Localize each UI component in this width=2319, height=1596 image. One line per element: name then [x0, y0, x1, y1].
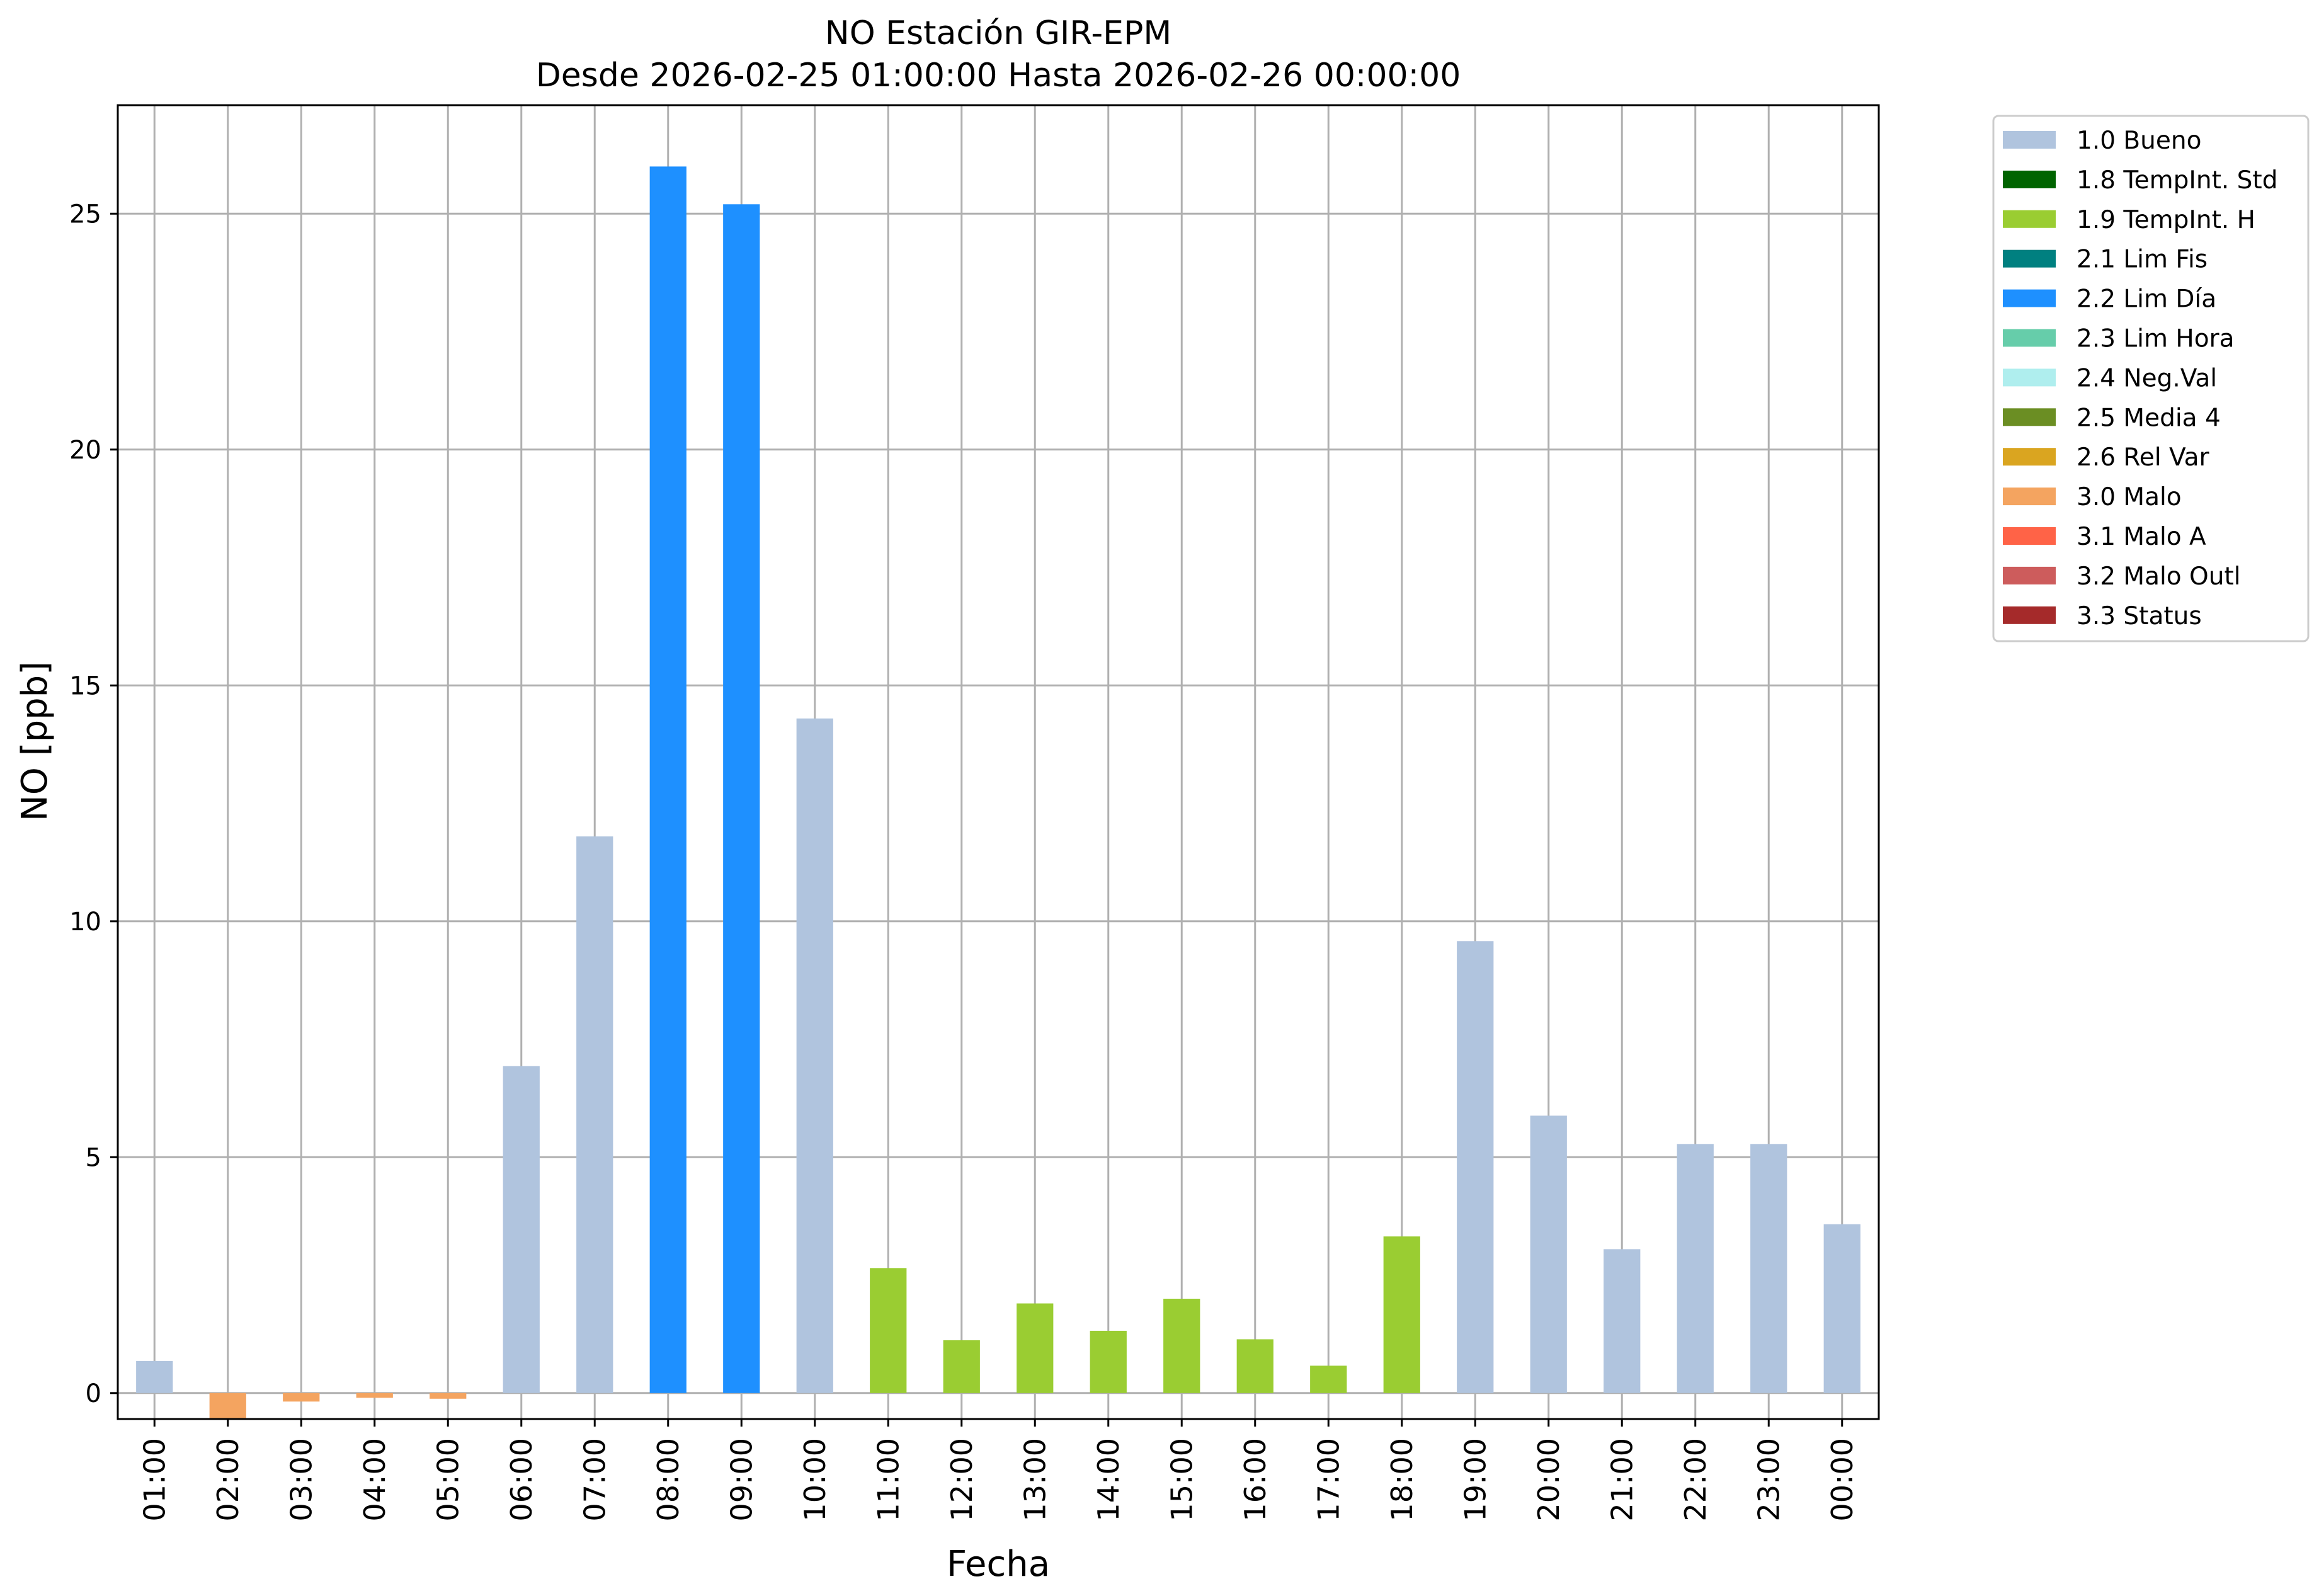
- bar: [796, 718, 833, 1393]
- legend-box: [1992, 115, 2310, 642]
- legend-swatch: [2003, 131, 2056, 149]
- y-tick-label: 25: [69, 200, 101, 229]
- bar: [649, 166, 687, 1393]
- plot-area: [117, 104, 1880, 1420]
- legend-label: 2.1 Lim Fis: [2077, 246, 2208, 274]
- bar: [576, 836, 613, 1393]
- x-tick-label: 00:00: [1825, 1438, 1859, 1522]
- x-tick-label: 02:00: [211, 1438, 245, 1522]
- x-tick-label: 21:00: [1605, 1438, 1639, 1522]
- legend-swatch: [2003, 368, 2056, 387]
- y-axis: 0 5 10 15 20 25: [69, 200, 118, 1408]
- legend-label: 1.0 Bueno: [2077, 127, 2201, 155]
- bar: [283, 1393, 320, 1402]
- legend-label: 3.3 Status: [2077, 602, 2202, 630]
- x-tick-label: 18:00: [1385, 1438, 1419, 1522]
- legend-label: 1.8 TempInt. Std: [2077, 166, 2277, 195]
- legend-label: 3.2 Malo Outl: [2077, 562, 2241, 591]
- bar: [1017, 1303, 1054, 1393]
- grid-lines: [118, 105, 1879, 1419]
- legend-swatch: [2003, 487, 2056, 506]
- legend-swatch: [2003, 408, 2056, 426]
- bar: [1163, 1299, 1200, 1393]
- x-tick-label: 22:00: [1678, 1438, 1712, 1522]
- y-tick-label: 10: [69, 908, 101, 937]
- bar: [209, 1393, 246, 1419]
- legend-label: 2.6 Rel Var: [2077, 443, 2210, 472]
- x-tick-label: 16:00: [1238, 1438, 1272, 1522]
- bar: [1530, 1115, 1567, 1393]
- chart-subtitle: Desde 2026-02-25 01:00:00 Hasta 2026-02-…: [536, 57, 1461, 94]
- x-tick-label: 20:00: [1532, 1438, 1566, 1522]
- legend: 1.0 Bueno 1.8 TempInt. Std 1.9 TempInt. H 2…: [1992, 115, 2310, 642]
- bar: [1750, 1144, 1787, 1393]
- y-tick-label: 0: [86, 1379, 101, 1408]
- legend-label: 2.3 Lim Hora: [2077, 325, 2235, 353]
- legend-swatch: [2003, 289, 2056, 307]
- x-tick-label: 23:00: [1752, 1438, 1786, 1522]
- legend-label: 2.5 Media 4: [2077, 404, 2221, 432]
- legend-label: 2.2 Lim Día: [2077, 285, 2216, 314]
- x-tick-label: 13:00: [1018, 1438, 1052, 1522]
- bar: [1604, 1249, 1641, 1393]
- y-tick-label: 5: [86, 1143, 101, 1172]
- x-tick-label: 01:00: [137, 1438, 171, 1522]
- x-tick-label: 09:00: [724, 1438, 758, 1522]
- bar: [503, 1066, 540, 1393]
- legend-swatch: [2003, 329, 2056, 347]
- legend-swatch: [2003, 170, 2056, 188]
- legend-swatch: [2003, 606, 2056, 624]
- bar: [1310, 1365, 1347, 1393]
- bar: [943, 1340, 980, 1393]
- x-tick-label: 17:00: [1311, 1438, 1345, 1522]
- x-tick-label: 11:00: [871, 1438, 905, 1522]
- bar: [1823, 1224, 1860, 1393]
- legend-swatch: [2003, 448, 2056, 466]
- bar: [870, 1268, 907, 1393]
- legend-label: 3.0 Malo: [2077, 483, 2182, 511]
- x-axis: 01:00 02:00 03:00 04:00 05:00 06:00 07:00 08:00…: [137, 1419, 1859, 1522]
- x-tick-label: 08:00: [651, 1438, 685, 1522]
- legend-label: 1.9 TempInt. H: [2077, 206, 2255, 234]
- x-tick-label: 19:00: [1458, 1438, 1492, 1522]
- x-tick-label: 12:00: [945, 1438, 979, 1522]
- x-axis-label: Fecha: [947, 1544, 1050, 1585]
- y-tick-label: 20: [69, 436, 101, 465]
- bar: [1383, 1236, 1420, 1393]
- legend-label: 3.1 Malo A: [2077, 523, 2206, 551]
- legend-swatch: [2003, 566, 2056, 584]
- chart-title: NO Estación GIR-EPM: [825, 14, 1171, 52]
- bar: [1090, 1330, 1127, 1393]
- bar: [1677, 1144, 1714, 1393]
- x-tick-label: 07:00: [578, 1438, 612, 1522]
- x-tick-label: 14:00: [1091, 1438, 1125, 1522]
- x-tick-label: 03:00: [284, 1438, 318, 1522]
- legend-swatch: [2003, 249, 2056, 268]
- x-tick-label: 04:00: [358, 1438, 392, 1522]
- bar: [723, 204, 760, 1393]
- bar: [430, 1393, 467, 1399]
- y-axis-label: NO [ppb]: [14, 661, 55, 821]
- x-tick-label: 06:00: [504, 1438, 538, 1522]
- legend-swatch: [2003, 527, 2056, 545]
- bar: [356, 1393, 393, 1398]
- legend-label: 2.4 Neg.Val: [2077, 364, 2217, 392]
- bars: [136, 166, 1860, 1419]
- bar: [1236, 1339, 1273, 1393]
- bar: [1457, 941, 1494, 1393]
- x-tick-label: 05:00: [431, 1438, 465, 1522]
- legend-swatch: [2003, 210, 2056, 228]
- x-tick-label: 10:00: [798, 1438, 832, 1522]
- y-tick-label: 15: [69, 671, 101, 700]
- bar: [136, 1360, 173, 1393]
- x-tick-label: 15:00: [1165, 1438, 1199, 1522]
